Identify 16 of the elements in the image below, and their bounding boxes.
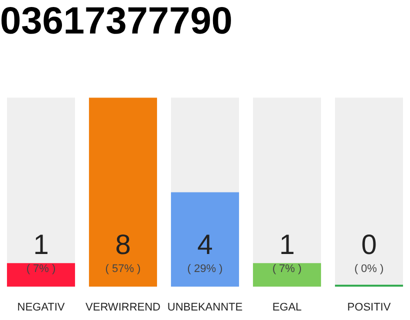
data-label: 0	[361, 228, 377, 260]
data-label: 8	[115, 228, 131, 260]
annotation: ( 7% )	[26, 262, 56, 275]
annotation: ( 7% )	[272, 262, 302, 275]
annotation: ( 57% )	[105, 262, 141, 275]
x-tick-label: VERWIRREND	[86, 301, 161, 314]
data-label: 1	[279, 228, 295, 260]
x-tick-label: UNBEKANNTE	[167, 301, 243, 314]
x-tick-label: POSITIV	[347, 301, 392, 314]
x-tick-label: NEGATIV	[17, 301, 66, 314]
annotation: ( 29% )	[187, 262, 223, 275]
chart-title: 03617377790	[0, 0, 232, 42]
data-label: 4	[197, 228, 213, 260]
x-tick-label: EGAL	[272, 301, 302, 314]
data-label: 1	[33, 228, 49, 260]
annotation: ( 0% )	[354, 262, 384, 275]
